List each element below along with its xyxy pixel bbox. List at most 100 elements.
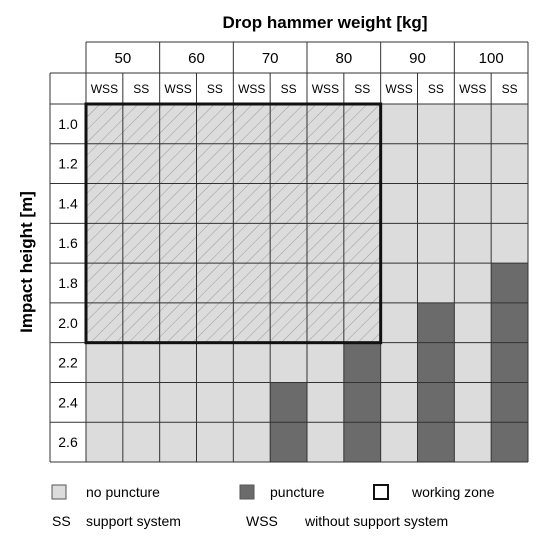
- no-puncture-cell: [380, 223, 418, 264]
- no-puncture-cell: [454, 422, 492, 463]
- no-puncture-cell: [380, 183, 418, 224]
- legend-ss-abbr: SS: [52, 513, 71, 529]
- no-puncture-cell: [233, 342, 271, 383]
- weight-header: 100: [479, 50, 504, 67]
- puncture-cell: [343, 342, 381, 383]
- puncture-cell: [491, 263, 528, 303]
- grid-lines: [49, 41, 529, 463]
- no-puncture-cell: [454, 183, 492, 224]
- sub-column-header: SS: [207, 82, 223, 96]
- puncture-cell: [417, 422, 455, 463]
- no-puncture-cell: [417, 104, 455, 144]
- no-puncture-cell: [417, 183, 455, 224]
- no-puncture-cell: [454, 302, 492, 343]
- no-puncture-cell: [86, 342, 123, 383]
- height-row-label: 1.8: [58, 275, 78, 291]
- height-row-label: 2.2: [58, 355, 78, 371]
- sub-column-header: WSS: [164, 82, 191, 96]
- no-puncture-cell: [380, 382, 418, 423]
- weight-header: 80: [335, 50, 352, 67]
- no-puncture-cell: [86, 422, 123, 463]
- legend-no-puncture-swatch: [51, 484, 67, 500]
- puncture-cell: [270, 422, 307, 463]
- sub-column-header: WSS: [238, 82, 265, 96]
- puncture-cell: [491, 422, 528, 463]
- no-puncture-cell: [270, 342, 307, 383]
- puncture-cell: [417, 342, 455, 383]
- puncture-cell: [343, 382, 381, 423]
- legend-working-zone-label: working zone: [411, 484, 495, 500]
- no-puncture-cell: [454, 104, 492, 144]
- puncture-cell: [491, 302, 528, 343]
- no-puncture-cell: [417, 143, 455, 184]
- puncture-cell: [417, 382, 455, 423]
- height-row-label: 1.4: [58, 195, 78, 211]
- no-puncture-cell: [380, 143, 418, 184]
- no-puncture-cell: [417, 263, 455, 303]
- puncture-cell: [343, 422, 381, 463]
- working-zone-outline: [84, 102, 383, 345]
- no-puncture-cell: [196, 382, 234, 423]
- puncture-cell: [270, 382, 307, 423]
- no-puncture-cell: [380, 104, 418, 144]
- height-row-label: 2.0: [58, 315, 78, 331]
- sub-column-header: WSS: [91, 82, 118, 96]
- no-puncture-cell: [306, 422, 344, 463]
- y-axis-label: Impact height [m]: [17, 191, 36, 333]
- legend-no-puncture-label: no puncture: [86, 484, 160, 500]
- sub-column-header: WSS: [385, 82, 412, 96]
- height-row-label: 1.6: [58, 235, 78, 251]
- no-puncture-cell: [491, 104, 528, 144]
- no-puncture-cell: [159, 342, 197, 383]
- no-puncture-cell: [196, 422, 234, 463]
- sub-column-header: SS: [502, 82, 518, 96]
- no-puncture-cell: [380, 263, 418, 303]
- legend-ss-text: support system: [86, 513, 181, 529]
- sub-column-header: SS: [133, 82, 149, 96]
- no-puncture-cell: [491, 143, 528, 184]
- no-puncture-cell: [454, 263, 492, 303]
- height-row-label: 1.0: [58, 116, 78, 132]
- sub-column-header: WSS: [312, 82, 339, 96]
- height-row-label: 2.4: [58, 394, 78, 410]
- no-puncture-cell: [491, 223, 528, 264]
- no-puncture-cell: [196, 342, 234, 383]
- no-puncture-cell: [454, 223, 492, 264]
- sub-column-header: SS: [281, 82, 297, 96]
- legend-wss-text: without support system: [304, 513, 448, 529]
- no-puncture-cell: [380, 302, 418, 343]
- legend-wss-abbr: WSS: [246, 513, 278, 529]
- no-puncture-cell: [491, 183, 528, 224]
- no-puncture-cell: [454, 143, 492, 184]
- legend-puncture-swatch: [239, 484, 255, 500]
- weight-header: 60: [188, 50, 205, 67]
- height-row-label: 2.6: [58, 434, 78, 450]
- no-puncture-cell: [86, 382, 123, 423]
- no-puncture-cell: [306, 342, 344, 383]
- working-zone-border: [84, 102, 383, 345]
- weight-header: 90: [409, 50, 426, 67]
- chart-title: Drop hammer weight [kg]: [223, 13, 428, 32]
- puncture-cell: [417, 302, 455, 343]
- grid-labels: 50 WSS SS 60 WSS SS 70 WSS SS 80 WSS SS 90 WSS SS 100 WS…: [58, 50, 517, 450]
- no-puncture-cell: [454, 382, 492, 423]
- legend-working-zone-swatch: [373, 484, 389, 500]
- no-puncture-cell: [454, 342, 492, 383]
- legend-puncture-label: puncture: [270, 484, 325, 500]
- no-puncture-cell: [306, 382, 344, 423]
- no-puncture-cell: [233, 422, 271, 463]
- sub-column-header: WSS: [459, 82, 486, 96]
- no-puncture-cell: [380, 422, 418, 463]
- sub-column-header: SS: [428, 82, 444, 96]
- no-puncture-cell: [159, 422, 197, 463]
- height-row-label: 1.2: [58, 156, 78, 172]
- weight-header: 50: [114, 50, 131, 67]
- no-puncture-cell: [122, 382, 160, 423]
- no-puncture-cell: [380, 342, 418, 383]
- no-puncture-cell: [122, 342, 160, 383]
- weight-header: 70: [262, 50, 279, 67]
- no-puncture-cell: [122, 422, 160, 463]
- no-puncture-cell: [233, 382, 271, 423]
- no-puncture-cell: [159, 382, 197, 423]
